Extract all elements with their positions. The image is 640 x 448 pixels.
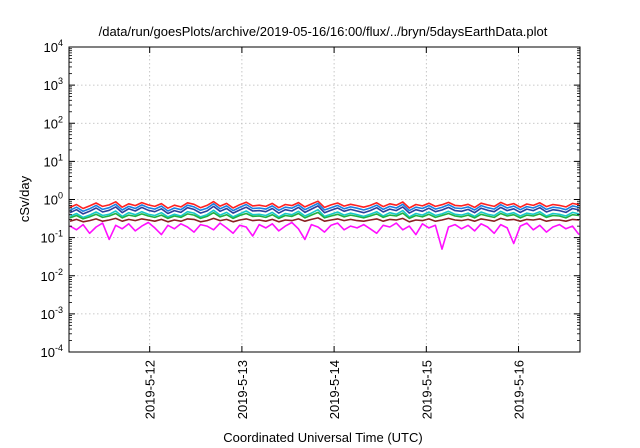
data-series-line-2 [69, 205, 580, 215]
y-tick-label: 102 [44, 114, 63, 131]
data-series-line-0 [69, 200, 580, 210]
data-series-line-4 [69, 211, 580, 220]
y-axis-label: cSv/day [17, 175, 32, 222]
x-tick-label: 2019-5-14 [327, 360, 342, 419]
data-series-line-3 [69, 208, 580, 219]
y-tick-label: 100 [44, 191, 63, 208]
x-tick-label: 2019-5-15 [419, 360, 434, 419]
y-tick-label: 10-1 [41, 229, 63, 246]
data-series-line-6 [69, 221, 580, 250]
y-tick-label: 101 [44, 152, 63, 169]
y-tick-label: 10-2 [41, 267, 63, 284]
y-tick-label: 10-3 [41, 305, 63, 322]
x-tick-label: 2019-5-16 [512, 360, 527, 419]
data-series-line-5 [69, 217, 580, 223]
chart-title: /data/run/goesPlots/archive/2019-05-16/1… [99, 24, 548, 39]
y-tick-label: 10-4 [41, 343, 63, 360]
y-tick-label: 104 [44, 38, 63, 55]
data-series-line-1 [69, 202, 580, 213]
data-series-group [69, 200, 580, 250]
y-tick-label: 103 [44, 76, 63, 93]
x-tick-label: 2019-5-13 [235, 360, 250, 419]
x-tick-label: 2019-5-12 [143, 360, 158, 419]
grid-lines [69, 47, 580, 352]
x-axis-label: Coordinated Universal Time (UTC) [223, 430, 422, 445]
